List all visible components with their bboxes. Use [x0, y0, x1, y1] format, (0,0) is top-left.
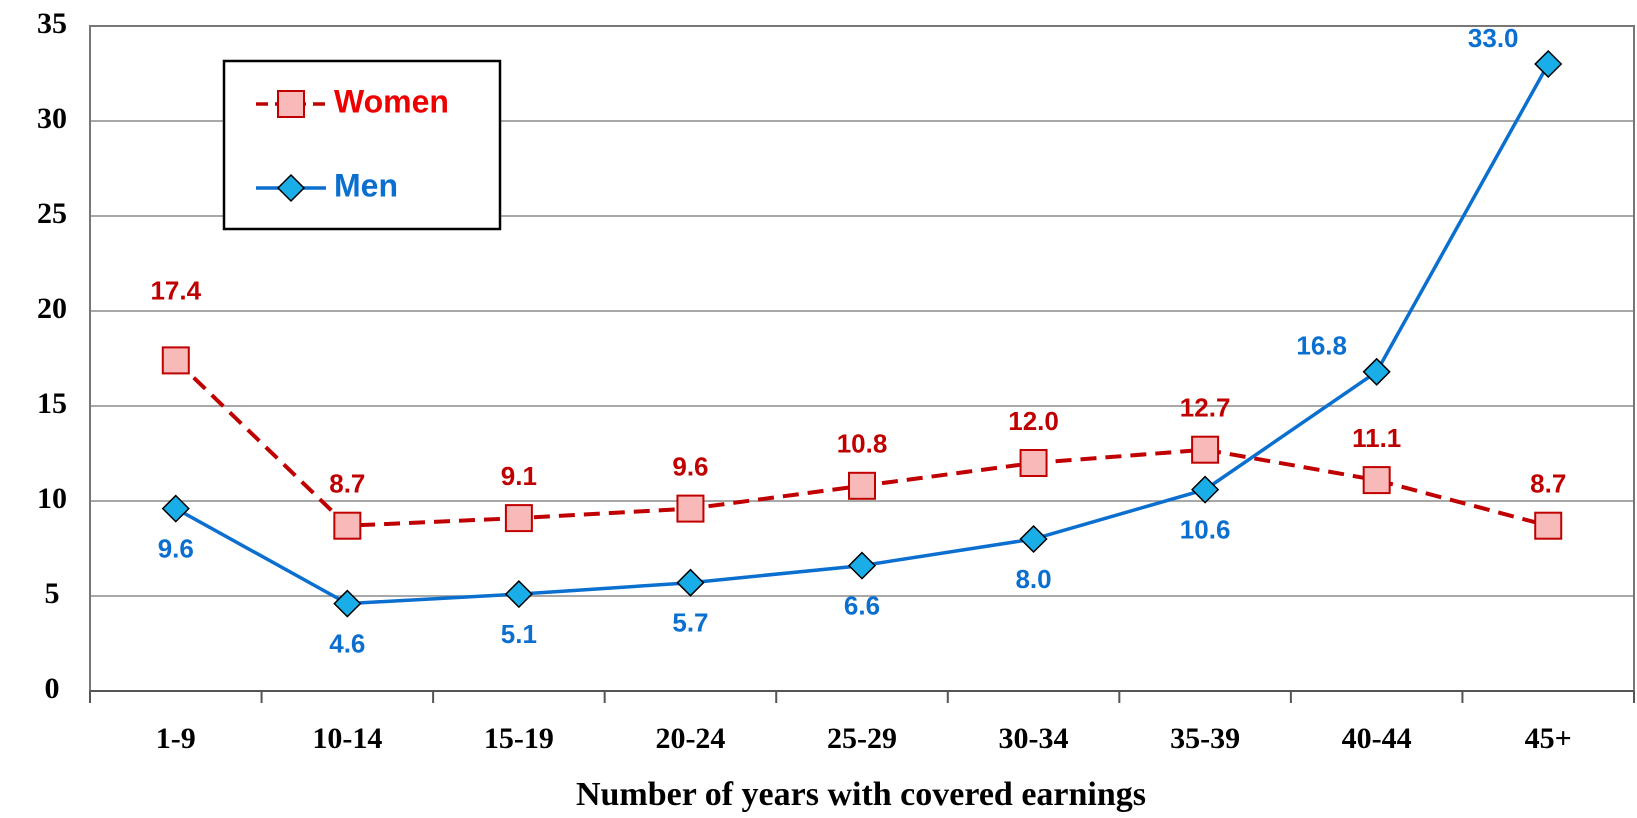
series: 17.4 8.7 9.1 9.6 10.8 12.0 12.7 11.1 8.7 — [150, 275, 1566, 540]
marker — [676, 494, 705, 523]
legend-label: Women — [334, 83, 449, 119]
data-label: 8.7 — [1530, 469, 1566, 499]
y-tick-label: 30 — [37, 102, 67, 135]
data-label: 17.4 — [150, 275, 201, 305]
data-label: 16.8 — [1296, 331, 1347, 361]
data-label: 12.7 — [1180, 393, 1231, 423]
data-label: 4.6 — [329, 628, 365, 658]
marker — [504, 580, 533, 609]
legend-box — [222, 59, 502, 231]
y-tick-label: 25 — [37, 197, 67, 230]
legend-label: Men — [334, 167, 398, 203]
marker — [161, 346, 190, 375]
y-tick-label: 20 — [37, 292, 67, 325]
data-label: 9.6 — [672, 451, 708, 481]
x-tick-label: 1-9 — [156, 722, 196, 755]
data-label: 8.0 — [1015, 564, 1051, 594]
x-tick-label: 10-14 — [312, 722, 382, 755]
x-tick-label: 35-39 — [1170, 722, 1240, 755]
marker — [1534, 49, 1563, 79]
marker — [847, 551, 877, 580]
x-tick-label: 45+ — [1525, 722, 1572, 755]
x-tick-label: 30-34 — [999, 722, 1069, 755]
y-tick-label: 5 — [45, 577, 60, 610]
marker — [1191, 435, 1220, 464]
data-label: 9.1 — [501, 461, 537, 491]
y-tick-label: 10 — [37, 482, 67, 515]
marker — [1191, 475, 1220, 504]
y-tick-label: 35 — [37, 7, 67, 40]
marker — [277, 90, 305, 118]
marker — [333, 589, 362, 618]
data-label: 9.6 — [158, 533, 194, 563]
data-label: 5.7 — [672, 608, 708, 638]
data-label: 10.6 — [1180, 514, 1231, 544]
marker — [1019, 449, 1048, 477]
y-tick-label: 0 — [45, 672, 60, 705]
marker — [848, 471, 876, 500]
legend: Women Men — [222, 59, 502, 231]
marker — [1534, 511, 1563, 540]
data-label: 6.6 — [844, 590, 880, 620]
marker — [276, 173, 306, 203]
x-tick-label: 25-29 — [827, 722, 897, 755]
data-label: 5.1 — [501, 619, 537, 649]
x-tick-label: 40-44 — [1342, 722, 1412, 755]
series: 9.6 4.6 5.1 5.7 6.6 8.0 10.6 16.8 33.0 — [158, 23, 1563, 658]
marker — [676, 568, 705, 597]
marker — [333, 511, 362, 540]
data-label: 8.7 — [329, 469, 365, 499]
x-tick-label: 15-19 — [484, 722, 554, 755]
x-tick-label: 20-24 — [655, 722, 725, 755]
marker — [161, 494, 190, 523]
y-tick-label: 15 — [37, 387, 67, 420]
data-label: 12.0 — [1008, 406, 1059, 436]
marker — [1362, 466, 1391, 495]
marker — [504, 504, 533, 533]
marker — [1362, 357, 1391, 386]
data-label: 33.0 — [1468, 23, 1519, 53]
data-label: 11.1 — [1352, 423, 1401, 453]
x-axis-title: Number of years with covered earnings — [576, 776, 1146, 813]
data-label: 10.8 — [837, 429, 888, 459]
marker — [1019, 524, 1048, 554]
